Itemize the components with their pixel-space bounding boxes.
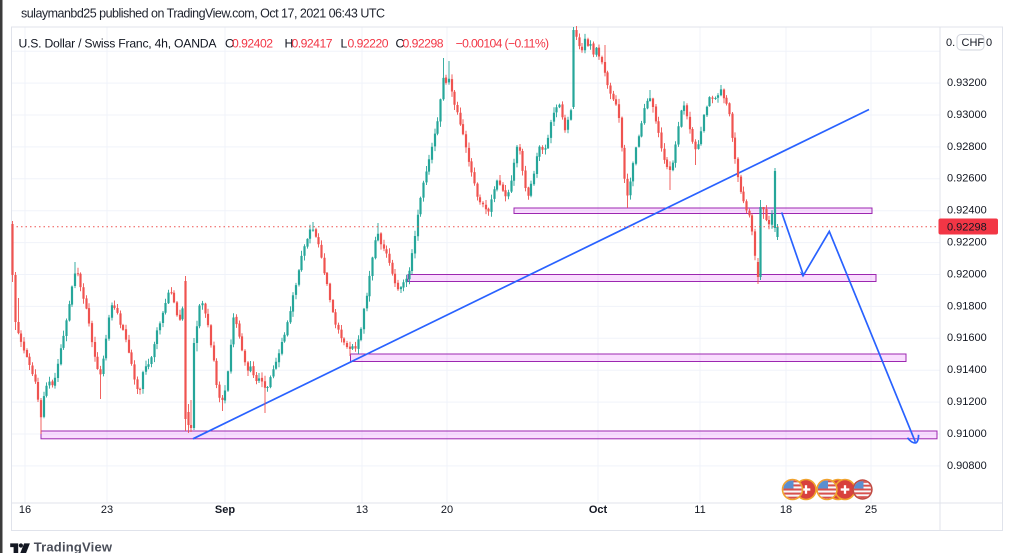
svg-text:25: 25 (865, 504, 877, 516)
svg-text:Oct: Oct (589, 504, 608, 516)
svg-text:0.93200: 0.93200 (947, 77, 987, 89)
svg-text:0.92402: 0.92402 (232, 37, 273, 51)
svg-text:20: 20 (441, 504, 453, 516)
svg-text:0.92600: 0.92600 (947, 173, 987, 185)
svg-text:0.91800: 0.91800 (947, 300, 987, 312)
svg-text:0.: 0. (946, 37, 955, 49)
svg-text:0.91400: 0.91400 (947, 364, 987, 376)
svg-text:Sep: Sep (215, 504, 235, 516)
svg-text:C: C (396, 37, 405, 51)
svg-text:0.91200: 0.91200 (947, 396, 987, 408)
svg-text:sulaymanbd25 published on Trad: sulaymanbd25 published on TradingView.co… (21, 7, 385, 21)
svg-text:0.90800: 0.90800 (947, 460, 987, 472)
svg-text:0.92400: 0.92400 (947, 205, 987, 217)
svg-text:U.S. Dollar / Swiss Franc, 4h,: U.S. Dollar / Swiss Franc, 4h, OANDA (19, 37, 218, 51)
svg-text:0.92200: 0.92200 (947, 237, 987, 249)
svg-text:13: 13 (356, 504, 368, 516)
svg-text:H: H (285, 37, 294, 51)
svg-text:0.92220: 0.92220 (348, 37, 389, 51)
svg-text:CHF: CHF (962, 37, 985, 49)
svg-text:0.93000: 0.93000 (947, 109, 987, 121)
svg-text:23: 23 (101, 504, 113, 516)
svg-text:0.92000: 0.92000 (947, 268, 987, 280)
svg-text:TradingView: TradingView (34, 540, 113, 553)
svg-text:18: 18 (780, 504, 792, 516)
svg-text:0.92298: 0.92298 (403, 37, 444, 51)
svg-text:0.91600: 0.91600 (947, 332, 987, 344)
svg-text:−0.00104 (−0.11%): −0.00104 (−0.11%) (456, 37, 549, 51)
svg-text:16: 16 (19, 504, 31, 516)
svg-text:O: O (225, 37, 234, 51)
svg-text:0.92298: 0.92298 (947, 222, 987, 234)
svg-text:0.92417: 0.92417 (292, 37, 333, 51)
svg-text:11: 11 (694, 504, 705, 516)
svg-text:0.92800: 0.92800 (947, 141, 987, 153)
svg-text:0: 0 (986, 37, 992, 49)
svg-text:L: L (341, 37, 348, 51)
svg-text:0.91000: 0.91000 (947, 428, 987, 440)
